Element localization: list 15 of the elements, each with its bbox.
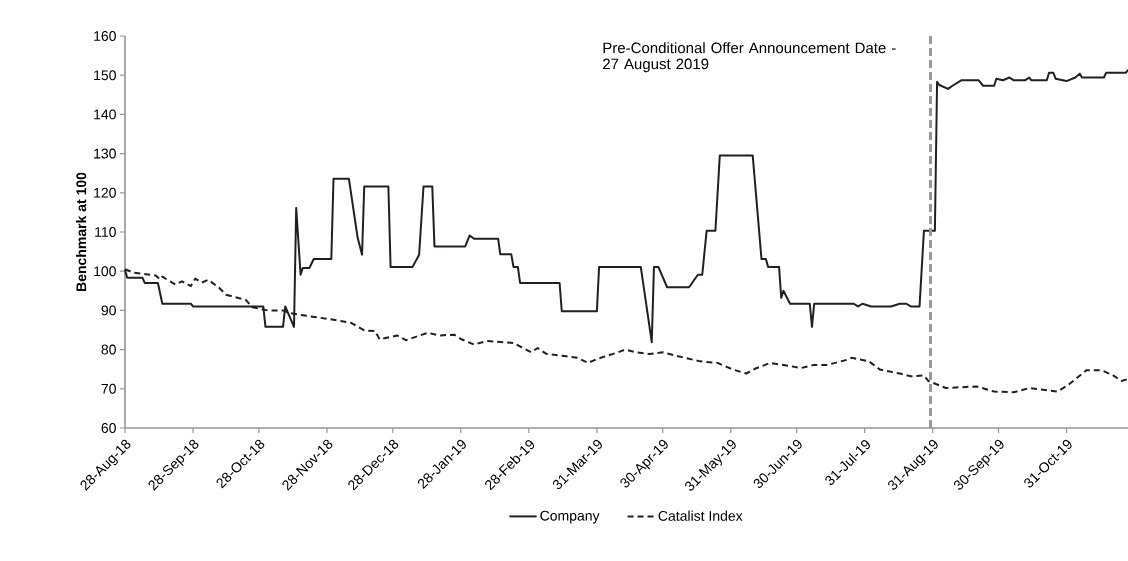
y-axis-title: Benchmark at 100 [75,172,87,291]
y-tick-label: 130 [94,148,116,159]
y-tick-label: 80 [101,344,116,355]
y-tick-label: 120 [94,187,116,198]
y-tick-label: 160 [94,31,116,41]
y-tick-label: 140 [94,109,116,120]
y-tick-label: 60 [101,423,116,433]
y-tick-label: 100 [94,266,116,277]
ref-line-label: Pre-Conditional Offer Announcement Date - 27 August 2019 [603,42,896,73]
y-tick-label: 90 [101,305,116,316]
y-tick-label: 110 [95,227,116,237]
y-tick-label: 70 [101,383,116,394]
y-tick-label: 150 [94,70,116,81]
legend-label: Company [540,510,600,524]
legend-label: Catalist Index [658,510,743,521]
